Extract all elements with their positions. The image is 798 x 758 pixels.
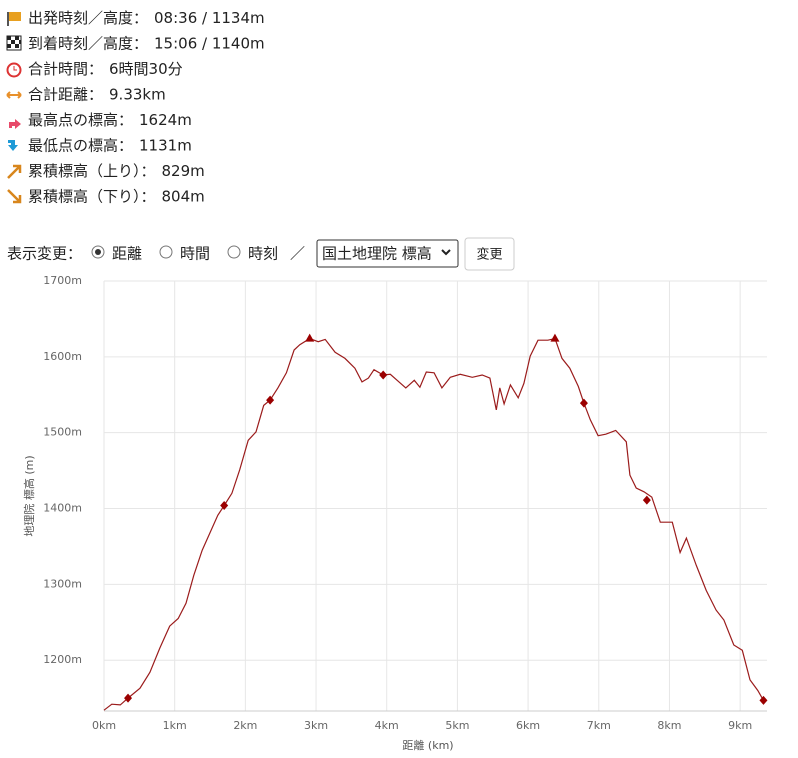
distance-icon	[6, 91, 22, 99]
icons	[6, 12, 22, 204]
x-axis-label: 距離 (km)	[402, 738, 453, 752]
marker	[642, 495, 651, 505]
stat-value: 9.33km	[109, 85, 166, 103]
stat-value: 08:36 / 1134m	[154, 9, 265, 27]
stat-label: 最高点の標高：	[28, 111, 133, 129]
elevation-line	[103, 337, 765, 711]
stat-value: 804m	[162, 187, 205, 205]
clock-hands	[13, 66, 17, 71]
y-tick-label: 1700m	[43, 274, 82, 287]
flag-icon	[7, 12, 21, 21]
stat-line: 累積標高（下り）： 804m	[28, 187, 205, 205]
x-tick-label: 9km	[728, 719, 752, 732]
radio[interactable]	[227, 245, 241, 259]
checker-pattern	[7, 36, 21, 48]
select-text[interactable]: 国土地理院 標高	[322, 245, 432, 263]
stat-value: 829m	[162, 162, 205, 180]
x-tick-label: 2km	[233, 719, 257, 732]
x-tick-label: 4km	[375, 719, 399, 732]
down-icon	[8, 140, 18, 151]
stat-line: 最低点の標高： 1131m	[28, 136, 192, 154]
marker	[124, 693, 133, 703]
y-tick-label: 1600m	[43, 350, 82, 363]
radio-label[interactable]: 時間	[180, 245, 210, 263]
flag-pole	[7, 12, 9, 26]
radio[interactable]	[159, 245, 173, 259]
x-tick-label: 0km	[92, 719, 116, 732]
x-tick-label: 1km	[163, 719, 187, 732]
radio-label[interactable]: 距離	[112, 245, 142, 263]
select-arrow	[441, 249, 451, 256]
select-box[interactable]	[316, 239, 459, 268]
descent-icon	[7, 189, 22, 204]
y-tick-label: 1400m	[43, 502, 82, 515]
stat-line: 出発時刻／高度： 08:36 / 1134m	[28, 9, 265, 27]
radio-label[interactable]: 時刻	[248, 245, 278, 263]
stat-value: 1131m	[139, 136, 192, 154]
button[interactable]	[464, 237, 515, 271]
stat-label: 出発時刻／高度：	[28, 9, 148, 27]
marker	[305, 333, 315, 342]
marker	[379, 370, 388, 380]
separator: ／	[290, 245, 305, 263]
controls-label: 表示変更：	[7, 245, 82, 263]
stat-value: 1624m	[139, 111, 192, 129]
x-tick-label: 7km	[587, 719, 611, 732]
marker	[550, 333, 560, 342]
stat-label: 累積標高（上り）：	[28, 162, 156, 180]
stat-line: 到着時刻／高度： 15:06 / 1140m	[28, 34, 265, 52]
y-axis-label: 地理院 標高 (m)	[22, 455, 36, 536]
up-icon	[9, 119, 21, 129]
stat-line: 合計距離： 9.33km	[28, 85, 166, 103]
x-tick-label: 8km	[657, 719, 681, 732]
x-tick-label: 5km	[445, 719, 469, 732]
y-tick-label: 1200m	[43, 653, 82, 666]
stat-line: 最高点の標高： 1624m	[28, 111, 192, 129]
marker	[579, 398, 588, 408]
stat-label: 到着時刻／高度：	[28, 34, 148, 52]
stat-label: 累積標高（下り）：	[28, 187, 156, 205]
stat-value: 6時間30分	[109, 60, 183, 78]
stat-label: 合計時間：	[28, 60, 103, 78]
y-tick-label: 1500m	[43, 426, 82, 439]
marker	[266, 395, 275, 405]
stat-value: 15:06 / 1140m	[154, 34, 265, 52]
ascent-icon	[7, 164, 22, 179]
button-text[interactable]: 変更	[476, 247, 502, 263]
x-tick-label: 6km	[516, 719, 540, 732]
stat-line: 累積標高（上り）： 829m	[28, 162, 205, 180]
stat-label: 最低点の標高：	[28, 136, 133, 154]
marker	[759, 695, 768, 705]
stat-label: 合計距離：	[28, 85, 103, 103]
marker	[220, 500, 229, 510]
stat-line: 合計時間： 6時間30分	[28, 60, 183, 78]
radio-dot	[95, 249, 101, 255]
y-tick-label: 1300m	[43, 577, 82, 590]
x-tick-label: 3km	[304, 719, 328, 732]
